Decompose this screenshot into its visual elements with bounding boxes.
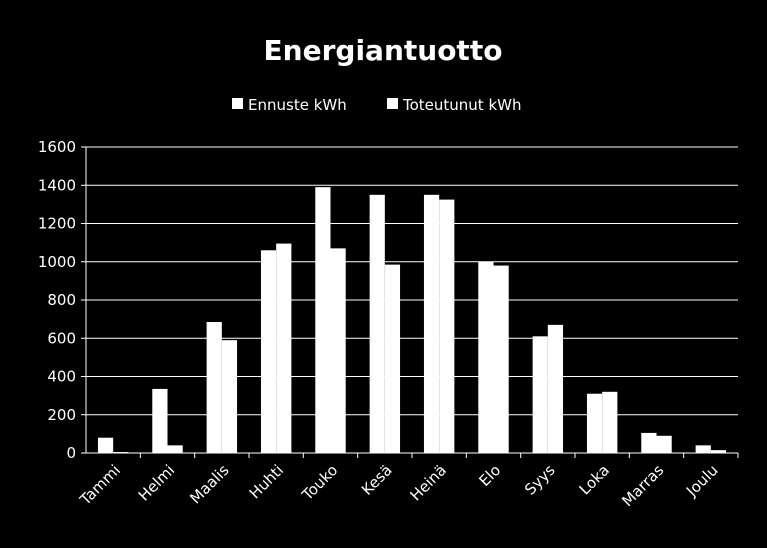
bar-ennuste	[206, 321, 222, 453]
legend-label-toteutunut: Toteutunut kWh	[402, 96, 521, 114]
bar-ennuste	[315, 187, 331, 453]
bar-ennuste	[641, 432, 657, 453]
chart-title: Energiantuotto	[264, 34, 503, 67]
gridlines	[86, 146, 738, 416]
y-tick-label: 800	[47, 291, 76, 309]
bar-toteutunut	[276, 243, 292, 453]
legend-label-ennuste: Ennuste kWh	[248, 96, 347, 114]
x-tick-label: Heinä	[407, 461, 450, 504]
x-tick-label: Touko	[298, 461, 342, 505]
y-tick-label: 1600	[38, 138, 76, 156]
bar-toteutunut	[493, 265, 509, 453]
bars	[97, 187, 727, 453]
y-axis-ticks: 0 200 400 600 800 1000 1200 1400 1600	[38, 138, 86, 462]
legend-swatch-ennuste	[232, 98, 243, 109]
x-tick-label: Syys	[521, 461, 559, 499]
y-tick-label: 1000	[38, 253, 76, 271]
bar-ennuste	[478, 261, 494, 453]
legend-swatch-toteutunut	[387, 98, 398, 109]
bar-ennuste	[369, 194, 385, 453]
x-tick-label: Helmi	[135, 461, 178, 504]
x-tick-label: Maalis	[186, 461, 232, 507]
bar-ennuste	[152, 388, 168, 453]
bar-toteutunut	[167, 445, 183, 453]
x-tick-label: Tammi	[76, 461, 124, 509]
bar-ennuste	[532, 336, 548, 453]
x-tick-label: Kesä	[358, 461, 396, 499]
y-tick-label: 0	[66, 444, 76, 462]
y-tick-label: 600	[47, 329, 76, 347]
bar-ennuste	[695, 445, 711, 453]
bar-ennuste	[97, 437, 114, 453]
x-tick-label: Elo	[475, 461, 504, 490]
bar-toteutunut	[602, 391, 618, 453]
bar-toteutunut	[330, 248, 346, 453]
x-tick-label: Huhti	[246, 461, 287, 502]
x-tick-label: Marras	[618, 461, 667, 510]
bar-toteutunut	[547, 324, 564, 453]
y-tick-label: 1400	[38, 176, 76, 194]
x-tick-label: Joulu	[682, 461, 721, 500]
bar-toteutunut	[384, 264, 401, 453]
legend: Ennuste kWh Toteutunut kWh	[232, 96, 521, 114]
x-axis-ticks: Tammi Helmi Maalis Huhti Touko Kesä Heinä Elo Sy…	[76, 453, 739, 510]
bar-toteutunut	[439, 199, 455, 453]
bar-ennuste	[586, 393, 603, 453]
bar-ennuste	[423, 194, 440, 453]
y-tick-label: 1200	[38, 215, 76, 233]
y-tick-label: 200	[47, 406, 76, 424]
bar-toteutunut	[221, 340, 238, 453]
bar-ennuste	[260, 250, 277, 453]
y-tick-label: 400	[47, 368, 76, 386]
bar-toteutunut	[656, 435, 672, 453]
bar-toteutunut	[710, 450, 727, 453]
x-tick-label: Loka	[576, 461, 613, 498]
